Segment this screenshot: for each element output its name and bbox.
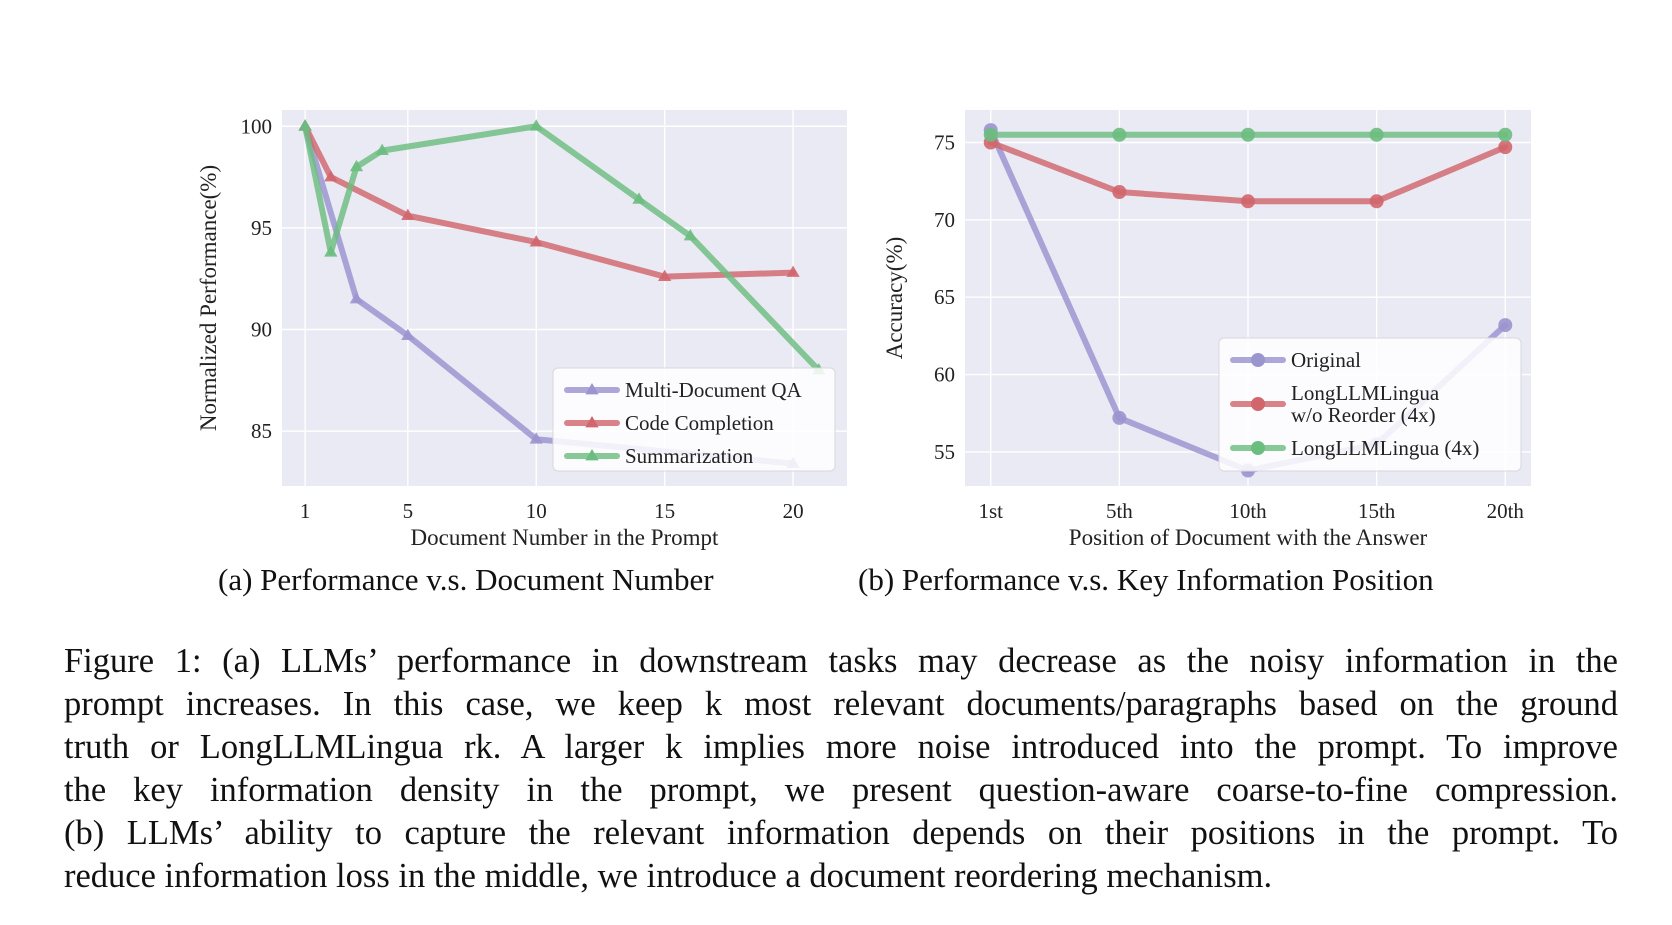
series-line: [302, 123, 822, 374]
figure-caption: Figure 1: (a) LLMs’ performance in downs…: [64, 640, 1618, 898]
y-tick-label: 75: [934, 130, 955, 154]
data-point: [1112, 185, 1127, 200]
data-point: [1112, 127, 1127, 142]
y-axis-title: Accuracy(%): [882, 237, 907, 360]
data-point: [786, 265, 800, 277]
y-axis-title: Normalized Performance(%): [196, 165, 221, 431]
legend-label: Multi-Document QA: [625, 378, 803, 402]
data-point: [1241, 127, 1255, 142]
caption-line-4: the key information density in the promp…: [64, 771, 1618, 809]
x-tick-label: 5th: [1106, 499, 1133, 523]
x-tick-label: 1: [300, 499, 311, 523]
x-axis-title: Document Number in the Prompt: [411, 525, 720, 550]
data-point: [401, 328, 415, 340]
x-tick-label: 1st: [978, 499, 1003, 523]
data-point: [683, 229, 697, 241]
y-tick-label: 70: [934, 208, 955, 232]
legend-label: LongLLMLingua (4x): [1291, 436, 1479, 460]
data-point: [983, 127, 998, 142]
legend-entry-multi-document-qa: Multi-Document QA: [564, 378, 803, 402]
data-point: [1369, 194, 1384, 209]
legend-marker: [1251, 441, 1265, 455]
series-code-completion: [298, 119, 800, 281]
series-longllmlingua-4x: [983, 127, 1513, 142]
x-tick-label: 15: [654, 499, 675, 523]
data-point: [375, 143, 389, 155]
x-tick-label: 15th: [1358, 499, 1396, 523]
series-line: [302, 123, 797, 280]
y-tick-label: 100: [241, 114, 273, 138]
data-point: [298, 119, 312, 131]
data-point: [1498, 318, 1513, 333]
legend-marker: [585, 449, 599, 461]
subcaption-b: (b) Performance v.s. Key Information Pos…: [858, 562, 1434, 597]
data-point: [1369, 127, 1384, 142]
data-point: [349, 292, 364, 304]
data-point: [1112, 410, 1127, 425]
data-point: [1498, 140, 1513, 155]
caption-line-6: reduce information loss in the middle, w…: [64, 857, 1273, 895]
data-point: [529, 119, 543, 131]
data-point: [349, 159, 364, 172]
x-tick-label: 10: [526, 499, 547, 523]
legend-box: [1218, 337, 1522, 472]
y-tick-label: 95: [251, 216, 272, 240]
caption-line-1: Figure 1: (a) LLMs’ performance in downs…: [64, 642, 1618, 680]
legend-label: w/o Reorder (4x): [1291, 403, 1436, 427]
legend-box: [552, 367, 836, 472]
legend-marker: [1251, 353, 1265, 367]
legend-entry-summarization: Summarization: [564, 444, 754, 468]
series-longllmlingua-w-o-reorder-4x: [983, 135, 1513, 209]
legend: Multi-Document QA Code Completion Summariz…: [552, 367, 836, 472]
x-tick-label: 10th: [1229, 499, 1267, 523]
x-tick-label: 20: [783, 499, 804, 523]
chart-b-performance-vs-key-information-position: 1st 5th 10th 15th 20th 55 60 65 70 75 Position of …: [882, 110, 1531, 550]
data-point: [401, 208, 415, 221]
x-axis-title: Position of Document with the Answer: [1069, 525, 1428, 550]
legend-entry-code-completion: Code Completion: [564, 411, 774, 435]
caption-line-3: truth or LongLLMLingua rk. A larger k im…: [64, 728, 1618, 766]
data-point: [632, 192, 646, 204]
legend-label: Code Completion: [625, 411, 774, 435]
data-point: [658, 269, 672, 281]
subcaption-a: (a) Performance v.s. Document Number: [218, 562, 714, 597]
caption-line-5: (b) LLMs’ ability to capture the relevan…: [64, 814, 1618, 852]
legend-label: Original: [1291, 348, 1361, 372]
legend-entry-longllmlingua-4x: LongLLMLingua (4x): [1230, 436, 1479, 460]
legend-label: Summarization: [625, 444, 754, 468]
y-tick-label: 55: [934, 440, 955, 464]
y-tick-label: 90: [251, 318, 272, 342]
y-tick-label: 85: [251, 419, 272, 443]
y-tick-label: 60: [934, 363, 955, 387]
legend-entry-original: Original: [1230, 348, 1361, 372]
legend-marker: [1251, 397, 1265, 411]
data-point: [324, 245, 338, 257]
data-point: [324, 170, 338, 182]
data-point: [529, 432, 543, 444]
y-tick-label: 65: [934, 285, 955, 309]
legend-marker: [585, 383, 599, 395]
data-point: [1241, 194, 1255, 209]
legend-label: LongLLMLingua: [1291, 381, 1440, 405]
caption-line-2: prompt increases. In this case, we keep …: [64, 685, 1618, 723]
legend-marker: [585, 416, 599, 428]
x-tick-label: 20th: [1487, 499, 1525, 523]
data-point: [1498, 127, 1513, 142]
x-tick-label: 5: [403, 499, 414, 523]
data-point: [529, 235, 543, 247]
